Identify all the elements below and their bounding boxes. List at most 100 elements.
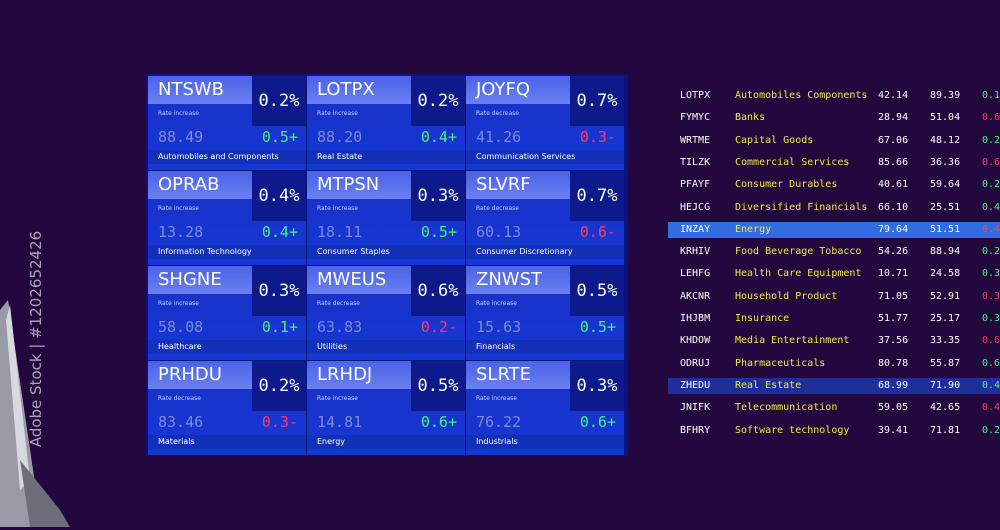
- price: 18.11: [317, 223, 363, 241]
- change: 0.5+: [420, 223, 457, 241]
- table-row: ZHEDU Real Estate 68.99 71.90 0.4: [668, 377, 1000, 394]
- percent: 0.3%: [411, 171, 465, 221]
- percent: 0.5%: [411, 361, 465, 411]
- sector: Insurance: [735, 313, 790, 324]
- percent: 0.2%: [252, 361, 306, 411]
- percent: 0.7%: [570, 171, 624, 221]
- symbol: AKCNR: [680, 290, 711, 302]
- symbol: LOTPX: [680, 90, 711, 101]
- symbol: INZAY: [680, 223, 711, 235]
- percent: 0.7%: [570, 76, 624, 126]
- change: 0.3: [982, 290, 1000, 302]
- price: 58.08: [158, 318, 204, 336]
- rate-label: Rate decrease: [317, 300, 360, 307]
- value: 79.64: [878, 223, 909, 235]
- tile: MTPSN 0.3% Rate increase 18.11 0.5+ Consumer …: [307, 171, 465, 265]
- change: 0.3-: [261, 413, 298, 431]
- sector: Communication Services: [466, 150, 624, 164]
- value: 25.51: [930, 201, 961, 213]
- price: 41.26: [476, 128, 522, 146]
- value: 71.81: [930, 424, 961, 436]
- rate-label: Rate increase: [317, 395, 358, 402]
- sector: Household Product: [735, 290, 838, 302]
- tile: LRHDJ 0.5% Rate increase 14.81 0.6+ Energy: [307, 361, 465, 455]
- change: 0.3-: [579, 128, 616, 146]
- sector: Telecommunication: [735, 402, 838, 414]
- table-row: KHDOW Media Entertainment 37.56 33.35 0.6: [668, 333, 1000, 349]
- symbol: LOTPX: [307, 76, 411, 104]
- symbol: TILZK: [680, 156, 711, 168]
- sector: Healthcare: [148, 340, 306, 354]
- sector: Utilities: [307, 340, 465, 354]
- table-row: HEJCG Diversified Financials 66.10 25.51 0.4: [668, 200, 1000, 216]
- tile: SLVRF 0.7% Rate decrease 60.13 0.6- Consumer …: [466, 171, 624, 265]
- price: 13.28: [158, 223, 204, 241]
- rate-label: Rate increase: [476, 300, 517, 307]
- value: 71.05: [878, 290, 909, 302]
- table-row: KRHIV Food Beverage Tobacco 54.26 88.94 0.2: [668, 244, 1000, 260]
- symbol: LRHDJ: [307, 361, 411, 389]
- rate-label: Rate increase: [317, 110, 358, 117]
- value: 59.05: [878, 402, 909, 414]
- symbol: FYMYC: [680, 112, 711, 124]
- rate-label: Rate increase: [317, 205, 358, 212]
- price: 60.13: [476, 223, 522, 241]
- table-row: FYMYC Banks 28.94 51.04 0.6: [668, 110, 1000, 126]
- watermark: Adobe Stock | #1202652426: [27, 230, 46, 448]
- percent: 0.3%: [570, 361, 624, 411]
- change: 0.6-: [579, 223, 616, 241]
- symbol: ODRUJ: [680, 357, 711, 369]
- value: 71.90: [930, 379, 961, 391]
- sector: Consumer Discretionary: [466, 245, 624, 259]
- change: 0.6+: [420, 413, 457, 431]
- change: 0.4: [982, 379, 1000, 391]
- sector: Diversified Financials: [735, 201, 868, 213]
- sector: Commercial Services: [735, 156, 850, 168]
- value: 40.61: [878, 179, 909, 191]
- value: 48.12: [930, 134, 961, 146]
- value: 68.99: [878, 379, 909, 391]
- symbol: OPRAB: [148, 171, 252, 199]
- symbol: NTSWB: [148, 76, 252, 104]
- sector: Real Estate: [307, 150, 465, 164]
- symbol: SLVRF: [466, 171, 570, 199]
- symbol: HEJCG: [680, 201, 711, 213]
- change: 0.4+: [261, 223, 298, 241]
- table-row: BFHRY Software technology 39.41 71.81 0.2: [668, 423, 1000, 439]
- value: 42.65: [930, 402, 961, 414]
- value: 85.66: [878, 156, 909, 168]
- tile: SLRTE 0.3% Rate increase 76.22 0.6+ Industria…: [466, 361, 624, 455]
- value: 88.94: [930, 246, 961, 258]
- tile: NTSWB 0.2% Rate increase 88.49 0.5+ Automobil…: [148, 76, 306, 170]
- sector: Information Technology: [148, 245, 306, 259]
- tile: MWEUS 0.6% Rate decrease 63.83 0.2- Utilities: [307, 266, 465, 360]
- percent: 0.3%: [252, 266, 306, 316]
- sector: Materials: [148, 435, 306, 449]
- value: 66.10: [878, 201, 909, 213]
- change: 0.3: [982, 268, 1000, 280]
- change: 0.1+: [261, 318, 298, 336]
- value: 80.78: [878, 357, 909, 369]
- table-row: LOTPX Automobiles Components 42.14 89.39 0.1: [668, 88, 1000, 104]
- symbol: ZNWST: [466, 266, 570, 294]
- value: 39.41: [878, 424, 909, 436]
- symbol: SLRTE: [466, 361, 570, 389]
- table-row: INZAY Energy 79.64 51.51 0.4: [668, 221, 1000, 238]
- percent: 0.2%: [252, 76, 306, 126]
- sector: Food Beverage Tobacco: [735, 246, 862, 258]
- change: 0.4: [982, 402, 1000, 414]
- value: 10.71: [878, 268, 909, 280]
- price: 88.49: [158, 128, 204, 146]
- tile: OPRAB 0.4% Rate increase 13.28 0.4+ Informati…: [148, 171, 306, 265]
- price: 14.81: [317, 413, 363, 431]
- table-row: WRTME Capital Goods 67.06 48.12 0.2: [668, 133, 1000, 149]
- symbol: PFAYF: [680, 179, 711, 191]
- change: 0.2-: [420, 318, 457, 336]
- rate-label: Rate increase: [158, 300, 199, 307]
- change: 0.6: [982, 335, 1000, 347]
- percent: 0.2%: [411, 76, 465, 126]
- table-row: ODRUJ Pharmaceuticals 80.78 55.87 0.6: [668, 356, 1000, 372]
- tile: JOYFQ 0.7% Rate decrease 41.26 0.3- Communica…: [466, 76, 624, 170]
- price: 88.20: [317, 128, 363, 146]
- table-row: JNIFK Telecommunication 59.05 42.65 0.4: [668, 400, 1000, 416]
